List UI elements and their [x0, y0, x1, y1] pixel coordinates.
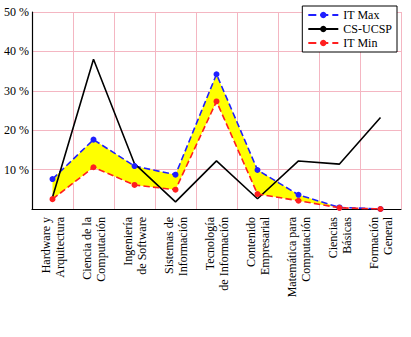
svg-text:Tecnología: Tecnología [203, 216, 217, 270]
svg-text:Hardware y: Hardware y [39, 217, 53, 273]
svg-text:Ciencias: Ciencias [326, 217, 340, 259]
svg-text:de Software: de Software [135, 217, 149, 275]
svg-text:CS-UCSP: CS-UCSP [343, 22, 392, 36]
svg-text:Información: Información [176, 217, 190, 276]
svg-text:40 %: 40 % [4, 44, 29, 58]
svg-text:General: General [381, 216, 395, 255]
svg-text:Formación: Formación [367, 217, 381, 269]
svg-text:Ciencia de la: Ciencia de la [80, 216, 94, 279]
svg-text:de Información: de Información [217, 217, 231, 291]
svg-text:10 %: 10 % [4, 163, 29, 177]
svg-text:Computación: Computación [299, 217, 313, 282]
svg-text:Empresarial: Empresarial [258, 216, 272, 275]
svg-text:Matemática para: Matemática para [285, 216, 299, 297]
svg-text:50 %: 50 % [4, 5, 29, 19]
svg-text:20 %: 20 % [4, 123, 29, 137]
svg-text:Sistemas de: Sistemas de [162, 217, 176, 274]
svg-text:30 %: 30 % [4, 84, 29, 98]
svg-text:IT Min: IT Min [343, 36, 377, 50]
svg-text:Básicas: Básicas [340, 217, 354, 254]
svg-text:Contenido: Contenido [244, 217, 258, 267]
svg-text:Ingeniería: Ingeniería [121, 216, 135, 265]
svg-text:Arquitectura: Arquitectura [53, 216, 67, 277]
svg-text:IT Max: IT Max [343, 8, 379, 22]
svg-text:Computación: Computación [94, 217, 108, 282]
